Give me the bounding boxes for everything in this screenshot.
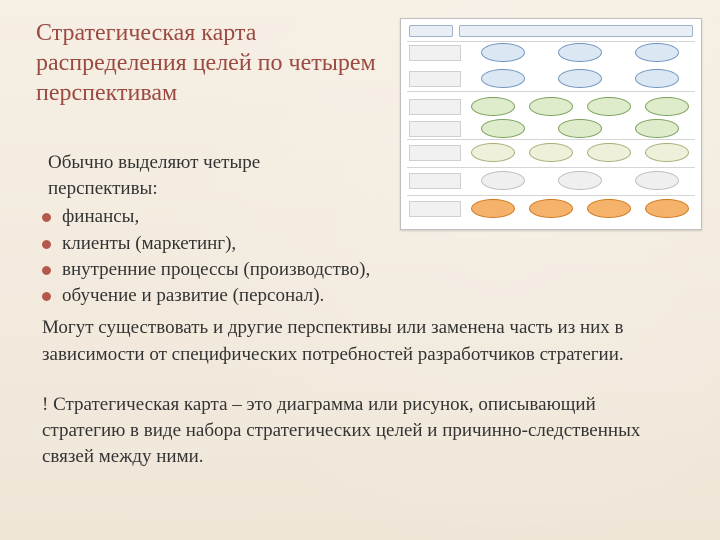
thumb-node xyxy=(587,199,631,218)
strategy-map-thumbnail xyxy=(400,18,702,230)
thumb-node xyxy=(587,143,631,162)
list-item: обучение и развитие (персонал). xyxy=(36,283,676,309)
intro-paragraph: Обычно выделяют четыре перспективы: xyxy=(48,150,348,202)
thumb-separator xyxy=(407,41,695,42)
thumb-row-cells xyxy=(467,171,693,190)
thumb-row xyxy=(409,171,693,190)
thumb-node xyxy=(558,171,602,190)
thumb-node xyxy=(481,69,525,88)
thumb-node xyxy=(635,171,679,190)
thumb-row-label xyxy=(409,173,461,189)
thumb-header-chip xyxy=(409,25,453,37)
list-item: клиенты (маркетинг), xyxy=(36,231,676,257)
thumb-node xyxy=(558,119,602,138)
thumb-node xyxy=(471,143,515,162)
thumb-node xyxy=(471,97,515,116)
thumb-node xyxy=(471,199,515,218)
thumb-row xyxy=(409,97,693,116)
thumb-row-cells xyxy=(467,143,693,162)
thumb-node xyxy=(587,97,631,116)
thumb-node xyxy=(635,69,679,88)
thumb-row-cells xyxy=(467,43,693,62)
thumb-row-cells xyxy=(467,97,693,116)
thumb-node xyxy=(645,143,689,162)
thumb-row-cells xyxy=(467,69,693,88)
thumb-node xyxy=(645,97,689,116)
thumb-node xyxy=(558,43,602,62)
thumb-row-label xyxy=(409,201,461,217)
thumb-row-label xyxy=(409,71,461,87)
thumb-row-label xyxy=(409,99,461,115)
paragraph-definition: ! Стратегическая карта – это диаграмма и… xyxy=(42,392,676,471)
thumb-node xyxy=(529,199,573,218)
thumb-row xyxy=(409,43,693,62)
spacer xyxy=(36,372,676,392)
thumb-header xyxy=(409,25,693,37)
slide-title: Стратегическая карта распределения целей… xyxy=(36,18,376,108)
thumb-separator xyxy=(407,167,695,168)
thumb-node xyxy=(558,69,602,88)
thumb-row xyxy=(409,119,693,138)
thumb-row xyxy=(409,69,693,88)
thumb-row-label xyxy=(409,121,461,137)
thumb-node xyxy=(481,119,525,138)
thumb-node xyxy=(481,171,525,190)
thumb-row-cells xyxy=(467,119,693,138)
thumb-row xyxy=(409,199,693,218)
thumb-separator xyxy=(407,91,695,92)
thumb-node xyxy=(635,119,679,138)
thumb-node xyxy=(635,43,679,62)
thumb-node xyxy=(481,43,525,62)
paragraph-other-perspectives: Могут существовать и другие перспективы … xyxy=(42,315,676,367)
thumb-node xyxy=(529,97,573,116)
thumb-node xyxy=(529,143,573,162)
thumb-node xyxy=(645,199,689,218)
thumb-separator xyxy=(407,139,695,140)
thumb-separator xyxy=(407,195,695,196)
thumb-row xyxy=(409,143,693,162)
thumb-row-cells xyxy=(467,199,693,218)
list-item: внутренние процессы (производство), xyxy=(36,257,676,283)
thumb-header-chip xyxy=(459,25,693,37)
thumb-row-label xyxy=(409,145,461,161)
thumb-row-label xyxy=(409,45,461,61)
